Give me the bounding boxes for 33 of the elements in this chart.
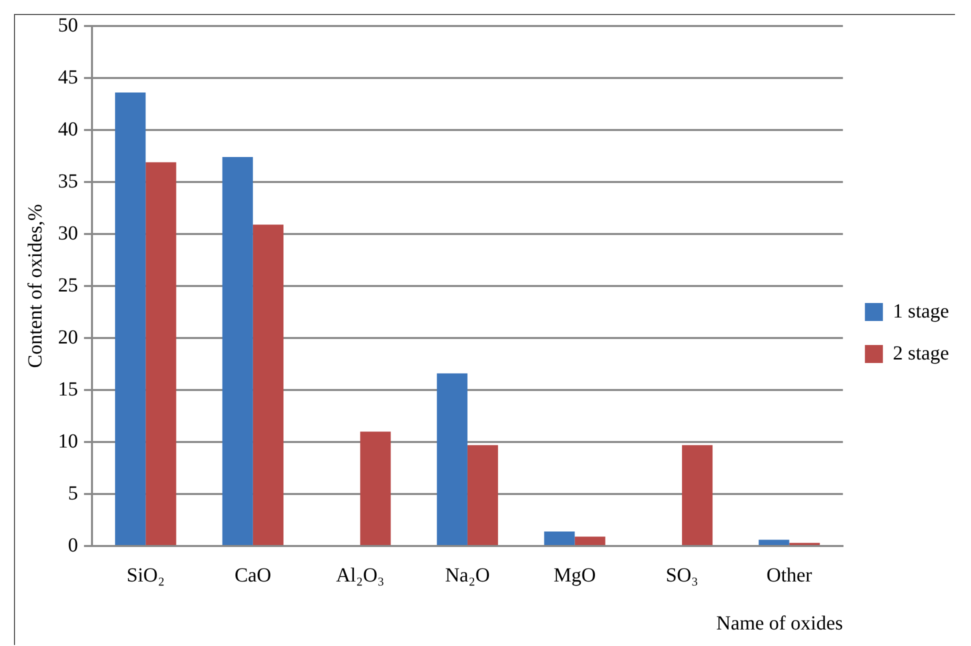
x-tick-label: SO₃ — [666, 564, 698, 586]
bar — [115, 92, 146, 545]
x-tick-label: Na₂O — [445, 564, 490, 586]
y-tick-label: 20 — [58, 326, 78, 348]
y-tick-label: 25 — [58, 274, 78, 296]
x-tick-label: Al₂O₃ — [336, 564, 384, 586]
y-tick-label: 10 — [58, 430, 78, 452]
bar — [252, 224, 284, 545]
bar — [574, 536, 606, 545]
bar — [758, 540, 790, 545]
x-tick-label: CaO — [234, 564, 272, 586]
bar — [544, 531, 575, 545]
bar — [682, 445, 713, 545]
bar — [360, 432, 391, 545]
y-tick-label: 40 — [58, 118, 78, 140]
x-axis-title: Name of oxides — [716, 612, 844, 634]
legend-label: 2 stage — [892, 342, 950, 364]
y-axis-title: Content of oxides,% — [24, 204, 46, 368]
bar — [436, 373, 468, 545]
bar — [467, 445, 498, 545]
y-tick-label: 15 — [58, 378, 78, 400]
y-tick-label: 45 — [58, 66, 78, 88]
y-tick-label: 5 — [68, 482, 78, 504]
y-tick-label: 35 — [58, 170, 78, 192]
x-tick-label: Other — [766, 564, 812, 586]
bar — [146, 162, 176, 545]
y-tick-label: 50 — [58, 14, 78, 36]
y-tick-label: 0 — [68, 534, 78, 556]
legend-label: 1 stage — [892, 300, 950, 322]
x-tick-label: SiO₂ — [126, 564, 165, 586]
y-tick-label: 30 — [58, 222, 78, 244]
x-tick-label: MgO — [554, 564, 596, 586]
bar — [222, 157, 253, 545]
